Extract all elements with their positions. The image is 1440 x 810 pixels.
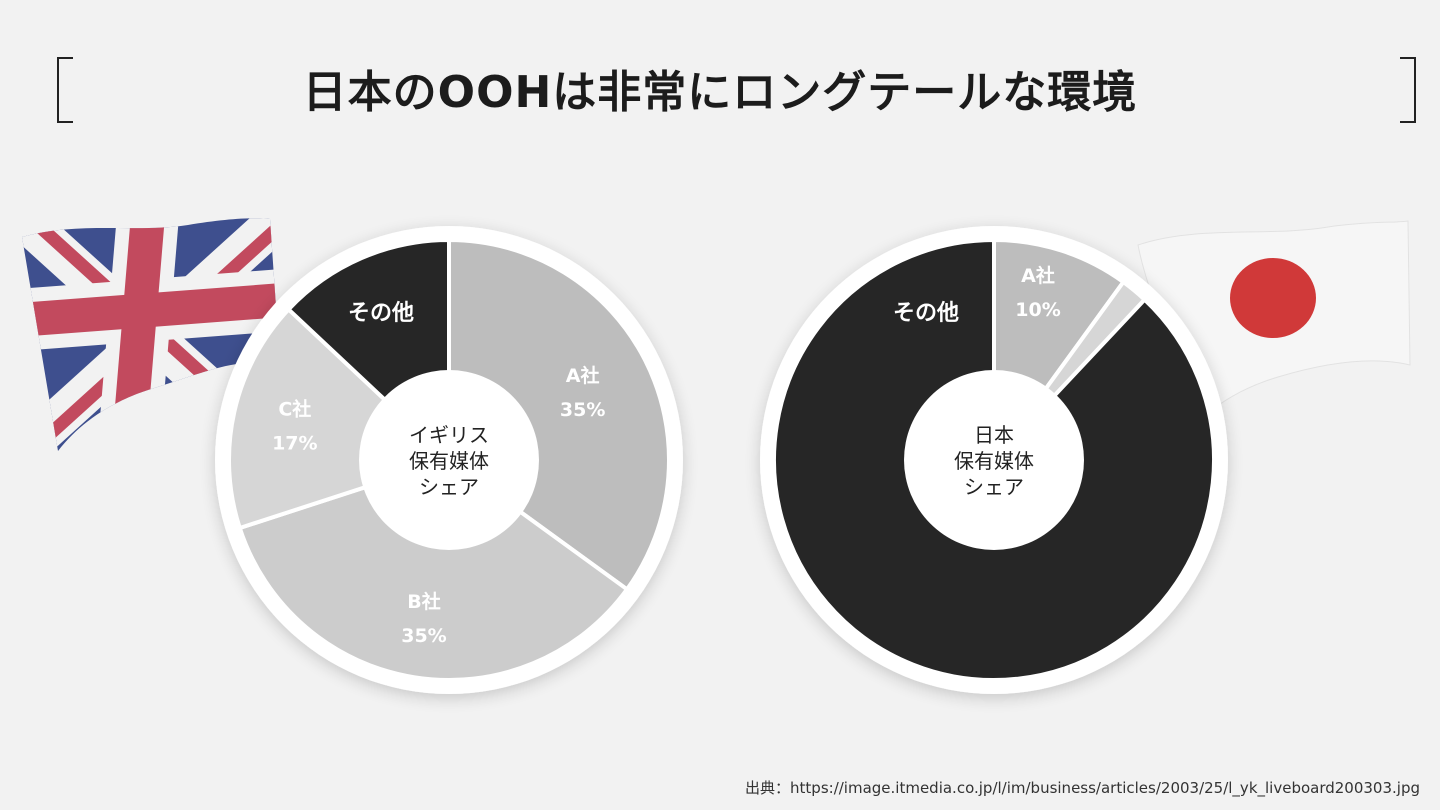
uk-center-label-line: 保有媒体	[409, 449, 489, 473]
uk-slice-value-A社: 35%	[560, 399, 605, 421]
uk-slice-label-A社: A社	[566, 364, 600, 387]
uk-flag-icon	[22, 218, 280, 451]
uk-pie-center	[359, 370, 539, 550]
jp-center-label-line: シェア	[964, 475, 1024, 499]
jp-slice-label-A社: A社	[1021, 264, 1055, 287]
jp-slice-label-その他: その他	[893, 301, 959, 326]
jp-slice-value-A社: 10%	[1015, 299, 1060, 321]
jp-pie-center	[904, 370, 1084, 550]
title-bracket-left	[57, 57, 73, 123]
uk-slice-value-C社: 17%	[272, 433, 317, 455]
uk-slice-label-B社: B社	[407, 590, 440, 613]
jp-center-label-line: 保有媒体	[954, 449, 1034, 473]
title-bracket-right	[1400, 57, 1416, 123]
uk-slice-A社	[447, 237, 671, 593]
uk-slice-label-C社: C社	[278, 398, 311, 421]
uk-center-label-line: イギリス	[409, 423, 489, 447]
uk-slice-label-その他: その他	[348, 301, 414, 326]
uk-center-label-line: シェア	[419, 475, 479, 499]
uk-slice-B社	[237, 457, 630, 682]
page-title: 日本のOOHは非常にロングテールな環境	[302, 67, 1138, 118]
jp-center-label-line: 日本	[974, 423, 1014, 447]
source-citation: 出典：https://image.itmedia.co.jp/l/im/busi…	[745, 779, 1420, 797]
uk-slice-value-B社: 35%	[401, 625, 446, 647]
